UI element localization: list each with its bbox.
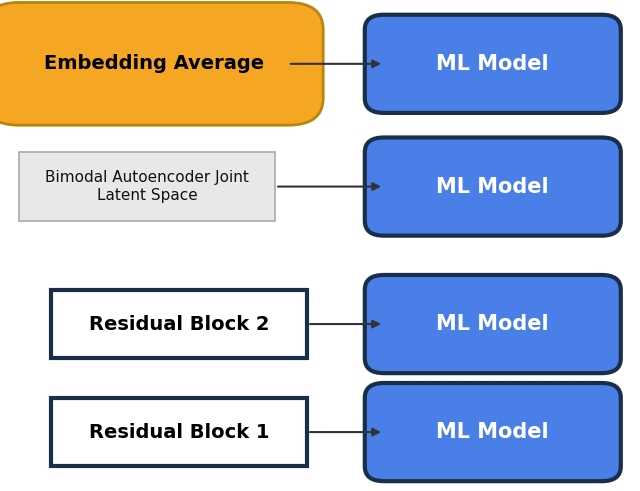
Text: Residual Block 2: Residual Block 2: [89, 315, 269, 333]
Text: ML Model: ML Model: [436, 177, 549, 196]
FancyBboxPatch shape: [51, 290, 307, 358]
FancyBboxPatch shape: [365, 383, 621, 481]
Text: Embedding Average: Embedding Average: [44, 55, 264, 73]
Text: ML Model: ML Model: [436, 314, 549, 334]
FancyBboxPatch shape: [51, 398, 307, 466]
Text: Residual Block 1: Residual Block 1: [89, 423, 269, 441]
FancyBboxPatch shape: [365, 275, 621, 373]
FancyBboxPatch shape: [0, 2, 323, 125]
FancyBboxPatch shape: [19, 152, 275, 221]
FancyBboxPatch shape: [365, 15, 621, 113]
Text: ML Model: ML Model: [436, 422, 549, 442]
Text: ML Model: ML Model: [436, 54, 549, 74]
FancyBboxPatch shape: [365, 137, 621, 236]
Text: Bimodal Autoencoder Joint
Latent Space: Bimodal Autoencoder Joint Latent Space: [45, 170, 249, 203]
